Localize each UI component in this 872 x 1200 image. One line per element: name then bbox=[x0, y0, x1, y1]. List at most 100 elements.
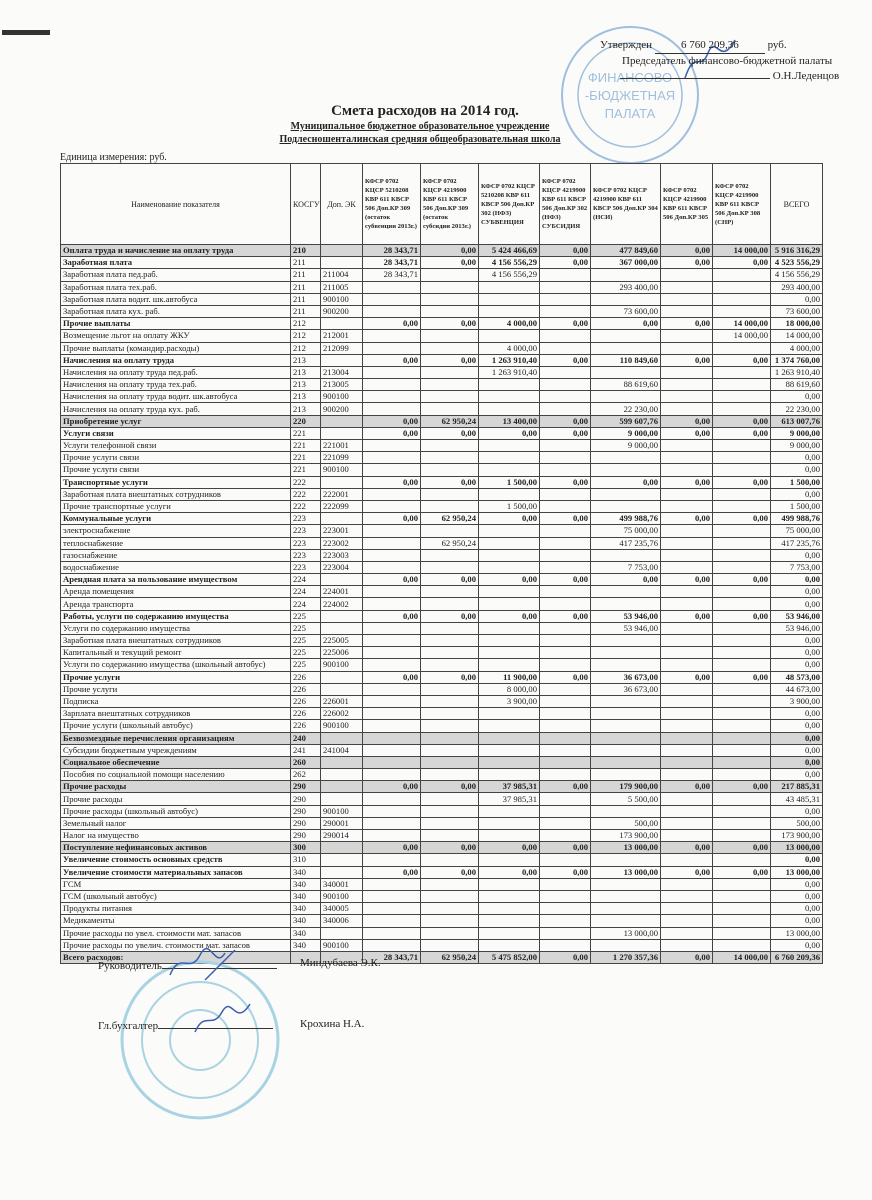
total-cell: 0,00 bbox=[770, 743, 823, 757]
amount-cell-c4 bbox=[539, 792, 591, 806]
amount-cell-c7: 14 000,00 bbox=[712, 243, 771, 258]
amount-cell-c2 bbox=[420, 548, 479, 562]
dop-ek-cell: 900200 bbox=[320, 304, 363, 319]
table-row: Услуги связи 221 0,00 0,00 0,00 0,00 9 000,00 0… bbox=[60, 426, 823, 441]
dop-ek-cell: 241004 bbox=[320, 743, 363, 757]
accountant-signature-line bbox=[158, 1028, 274, 1029]
amount-cell-c3: 37 985,31 bbox=[478, 792, 540, 806]
amount-cell-c2 bbox=[420, 438, 479, 453]
dop-ek-cell: 223002 bbox=[320, 536, 363, 550]
amount-cell-c6 bbox=[660, 755, 713, 770]
currency: руб. bbox=[767, 39, 787, 51]
amount-cell-c7 bbox=[712, 597, 771, 611]
amount-cell-c2 bbox=[420, 560, 479, 575]
total-cell: 0,00 bbox=[770, 731, 823, 745]
approved-label: Утвержден bbox=[600, 39, 653, 51]
amount-cell-c2 bbox=[420, 304, 479, 319]
amount-cell-c3 bbox=[478, 621, 540, 636]
row-label: Приобретение услуг bbox=[60, 414, 291, 428]
table-row: Прочие транспортные услуги 222 222099 1 500… bbox=[60, 499, 823, 514]
amount-cell-c1: 0,00 bbox=[362, 426, 421, 441]
table-row: ГСМ 340 340001 0,00 bbox=[60, 877, 823, 891]
amount-cell-c6: 0,00 bbox=[660, 950, 713, 965]
amount-cell-c3: 1 500,00 bbox=[478, 475, 540, 489]
table-row: Коммунальные услуги 223 0,00 62 950,24 0,00 0… bbox=[60, 512, 823, 526]
row-label: Поступление нефинансовых активов bbox=[60, 841, 291, 855]
total-cell: 13 000,00 bbox=[770, 865, 823, 879]
amount-cell-c5 bbox=[590, 341, 661, 355]
amount-cell-c2: 0,00 bbox=[420, 353, 479, 367]
amount-cell-c4 bbox=[539, 719, 591, 733]
amount-cell-c5: 13 000,00 bbox=[590, 865, 661, 879]
dop-ek-cell bbox=[320, 926, 363, 940]
row-label: Медикаменты bbox=[60, 914, 291, 928]
amount-cell-c7 bbox=[712, 268, 771, 282]
kosgu-cell: 211 bbox=[290, 304, 321, 319]
kosgu-cell: 290 bbox=[290, 804, 321, 818]
amount-cell-c5: 36 673,00 bbox=[590, 670, 661, 684]
amount-cell-c3: 4 000,00 bbox=[478, 317, 540, 331]
amount-cell-c3 bbox=[478, 828, 540, 843]
total-cell: 13 000,00 bbox=[770, 841, 823, 855]
amount-cell-c7 bbox=[712, 524, 771, 538]
table-row: Начисления на оплату труда водит. шк.авт… bbox=[60, 390, 823, 404]
kosgu-cell: 223 bbox=[290, 536, 321, 550]
row-label: Возмещение льгот на оплату ЖКУ bbox=[60, 329, 291, 343]
kosgu-cell: 340 bbox=[290, 914, 321, 928]
amount-cell-c2: 0,00 bbox=[420, 317, 479, 331]
amount-cell-c6 bbox=[660, 268, 713, 282]
amount-cell-c6: 0,00 bbox=[660, 512, 713, 526]
row-label: Заработная плата внештатных сотрудников bbox=[60, 487, 291, 501]
amount-cell-c1 bbox=[362, 938, 421, 952]
amount-cell-c2: 62 950,24 bbox=[420, 536, 479, 550]
total-cell: 7 753,00 bbox=[770, 560, 823, 575]
amount-cell-c3: 13 400,00 bbox=[478, 414, 540, 428]
dop-ek-cell bbox=[320, 573, 363, 587]
total-cell: 53 946,00 bbox=[770, 621, 823, 636]
amount-cell-c5 bbox=[590, 743, 661, 757]
amount-cell-c5: 179 900,00 bbox=[590, 780, 661, 794]
amount-cell-c5: 499 988,76 bbox=[590, 512, 661, 526]
amount-cell-c4 bbox=[539, 378, 591, 392]
amount-cell-c3 bbox=[478, 560, 540, 575]
amount-cell-c7 bbox=[712, 633, 771, 648]
dop-ek-cell bbox=[320, 317, 363, 331]
kosgu-cell: 223 bbox=[290, 560, 321, 575]
amount-cell-c5 bbox=[590, 390, 661, 404]
table-row: Прочие расходы 290 37 985,31 5 500,00 43 485… bbox=[60, 792, 823, 806]
table-row: Возмещение льгот на оплату ЖКУ 212 212001 1… bbox=[60, 329, 823, 343]
amount-cell-c4 bbox=[539, 804, 591, 818]
amount-cell-c6 bbox=[660, 743, 713, 757]
amount-cell-c3 bbox=[478, 536, 540, 550]
amount-cell-c5: 599 607,76 bbox=[590, 414, 661, 428]
amount-cell-c5: 0,00 bbox=[590, 573, 661, 587]
head-signature-line bbox=[161, 968, 277, 969]
amount-cell-c1 bbox=[362, 536, 421, 550]
amount-cell-c4 bbox=[539, 268, 591, 282]
amount-cell-c6 bbox=[660, 597, 713, 611]
total-cell: 0,00 bbox=[770, 548, 823, 562]
amount-cell-c2: 0,00 bbox=[420, 256, 479, 270]
amount-cell-c1 bbox=[362, 487, 421, 501]
amount-cell-c4 bbox=[539, 451, 591, 465]
amount-cell-c3 bbox=[478, 731, 540, 745]
amount-cell-c1 bbox=[362, 828, 421, 843]
table-row: Начисления на оплату труда кух. раб. 213 9… bbox=[60, 402, 823, 416]
amount-cell-c2 bbox=[420, 938, 479, 952]
amount-cell-c1 bbox=[362, 292, 421, 306]
dop-ek-cell: 290014 bbox=[320, 828, 363, 843]
amount-cell-c2: 62 950,24 bbox=[420, 512, 479, 526]
approval-block: Утвержден 6 760 209,36 руб. Председатель… bbox=[600, 38, 839, 84]
amount-cell-c3: 1 263 910,40 bbox=[478, 365, 540, 380]
amount-cell-c5: 73 600,00 bbox=[590, 304, 661, 319]
amount-cell-c3 bbox=[478, 707, 540, 721]
amount-cell-c4 bbox=[539, 768, 591, 782]
kosgu-cell: 225 bbox=[290, 609, 321, 623]
page-title: Смета расходов на 2014 год. bbox=[331, 103, 519, 119]
amount-cell-c2 bbox=[420, 597, 479, 611]
total-cell: 1 500,00 bbox=[770, 475, 823, 489]
total-cell: 48 573,00 bbox=[770, 670, 823, 684]
total-cell: 0,00 bbox=[770, 914, 823, 928]
dop-ek-cell: 224001 bbox=[320, 585, 363, 599]
table-row: Поступление нефинансовых активов 300 0,00 0… bbox=[60, 841, 823, 855]
